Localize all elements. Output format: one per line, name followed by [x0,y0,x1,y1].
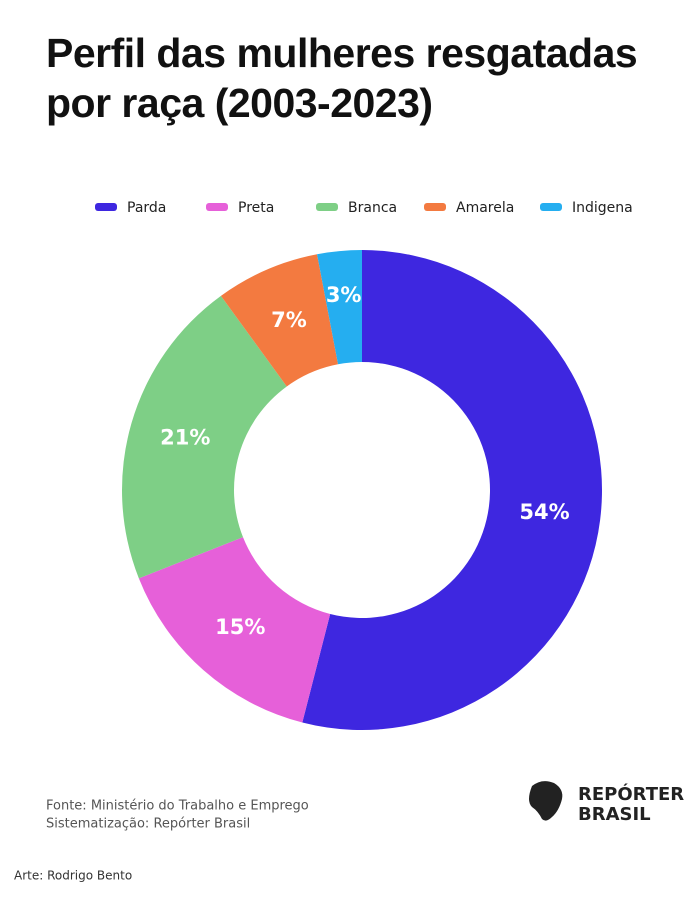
slice [220,254,339,387]
legend-swatch [316,203,338,211]
legend-label: Indigena [572,200,633,216]
logo-text: BRASIL [578,804,651,825]
slice [317,250,362,365]
legend-label: Branca [348,200,397,216]
slice [138,537,331,723]
data-label: 3% [326,283,362,307]
data-label: 15% [215,615,265,639]
data-label: 7% [271,308,307,332]
legend-swatch [95,203,117,211]
legend-swatch [206,203,228,211]
legend-swatch [540,203,562,211]
legend-label: Preta [238,200,274,216]
legend-label: Parda [127,200,166,216]
chart-title: Perfil das mulheres resgatadas por raça … [46,30,638,126]
data-label: 21% [160,426,210,450]
logo-text: REPÓRTER [578,783,684,805]
credit: Arte: Rodrigo Bento [14,869,132,883]
slice [121,295,287,579]
source: Fonte: Ministério do Trabalho e Emprego [46,799,309,814]
legend-swatch [424,203,446,211]
legend-label: Amarela [456,200,514,216]
slice [302,250,602,730]
logo-mark [529,781,563,821]
data-label: 54% [519,500,569,524]
source: Sistematização: Repórter Brasil [46,817,250,832]
